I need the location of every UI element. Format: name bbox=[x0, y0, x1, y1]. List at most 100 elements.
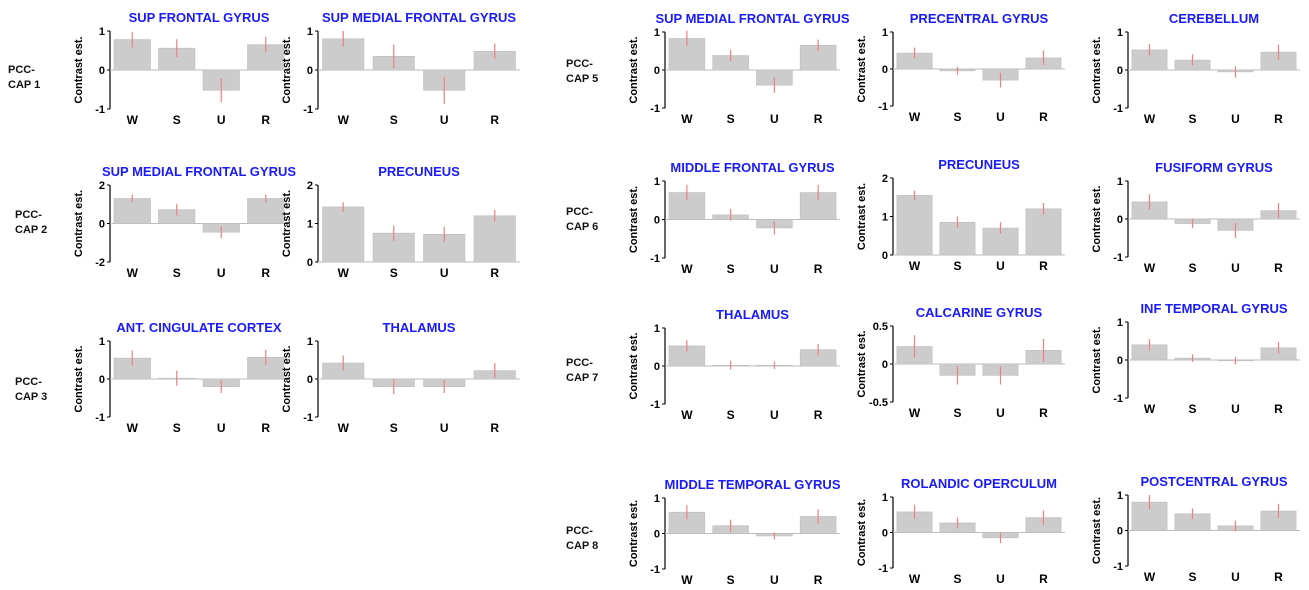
x-tick-label: U bbox=[996, 110, 1005, 124]
x-tick-label: S bbox=[727, 408, 735, 422]
y-tick-label: 0 bbox=[654, 215, 660, 227]
y-tick-label: 1 bbox=[654, 323, 660, 335]
x-tick-label: S bbox=[727, 262, 735, 276]
y-axis-label: Contrast est. bbox=[856, 330, 868, 397]
row-label-cap7: PCC- CAP 7 bbox=[566, 356, 598, 386]
y-tick-label: 0.5 bbox=[873, 321, 888, 333]
y-tick-label: 1 bbox=[307, 336, 313, 348]
chart-panel: ANT. CINGULATE CORTEX Contrast est. 1 0 -1 W S… bbox=[73, 320, 288, 435]
chart-title: SUP MEDIAL FRONTAL GYRUS bbox=[322, 10, 516, 25]
chart-title: ROLANDIC OPERCULUM bbox=[901, 476, 1057, 491]
chart-title: ANT. CINGULATE CORTEX bbox=[116, 320, 281, 335]
y-axis-label: Contrast est. bbox=[1091, 497, 1103, 564]
y-tick-label: 1 bbox=[1117, 490, 1123, 502]
chart-panel: SUP MEDIAL FRONTAL GYRUS Contrast est. 1 0 -… bbox=[628, 11, 850, 126]
chart-title: SUP MEDIAL FRONTAL GYRUS bbox=[655, 11, 849, 26]
x-tick-label: W bbox=[1144, 261, 1156, 275]
x-tick-label: W bbox=[681, 408, 693, 422]
x-tick-label: R bbox=[1039, 572, 1048, 586]
y-tick-label: 0 bbox=[1117, 526, 1123, 538]
x-tick-label: S bbox=[390, 266, 398, 280]
y-tick-label: 1 bbox=[307, 219, 313, 231]
chart-panel: SUP FRONTAL GYRUS Contrast est. 1 0 -1 W S U R bbox=[73, 10, 288, 127]
chart-panel: CEREBELLUM Contrast est. 1 0 -1 W S U R bbox=[1091, 11, 1300, 126]
row-label-cap1: PCC- CAP 1 bbox=[8, 63, 40, 93]
x-tick-label: S bbox=[390, 421, 398, 435]
y-axis-label: Contrast est. bbox=[628, 500, 640, 567]
x-tick-label: W bbox=[127, 266, 139, 280]
x-tick-label: S bbox=[953, 259, 961, 273]
row-label-line1: PCC- bbox=[566, 58, 593, 70]
row-label-line2: CAP 6 bbox=[566, 221, 599, 233]
y-axis-label: Contrast est. bbox=[856, 35, 868, 102]
y-tick-label: 0 bbox=[99, 219, 105, 231]
bar bbox=[322, 206, 365, 263]
x-tick-label: R bbox=[490, 421, 499, 435]
y-tick-label: 1 bbox=[654, 27, 660, 39]
x-tick-label: R bbox=[490, 266, 499, 280]
y-tick-label: -1 bbox=[650, 399, 660, 411]
y-tick-label: 0 bbox=[882, 64, 888, 76]
chart-title: MIDDLE FRONTAL GYRUS bbox=[670, 160, 835, 175]
x-tick-label: U bbox=[217, 113, 226, 127]
row-label-line1: PCC- bbox=[15, 209, 42, 221]
y-tick-label: -2 bbox=[95, 257, 105, 269]
x-tick-label: R bbox=[1039, 406, 1048, 420]
x-tick-label: S bbox=[1188, 261, 1196, 275]
y-tick-label: 1 bbox=[99, 336, 105, 348]
y-axis-label: Contrast est. bbox=[281, 36, 293, 103]
x-tick-label: U bbox=[770, 573, 779, 587]
x-tick-label: W bbox=[338, 266, 350, 280]
chart-panel: CALCARINE GYRUS Contrast est. 0.5 0 -0.5 W S U R bbox=[856, 305, 1065, 420]
x-tick-label: U bbox=[770, 112, 779, 126]
x-tick-label: R bbox=[1274, 402, 1283, 416]
y-tick-label: 1 bbox=[1117, 176, 1123, 188]
x-tick-label: W bbox=[127, 421, 139, 435]
y-tick-label: 0 bbox=[882, 359, 888, 371]
chart-panel: PRECENTRAL GYRUS Contrast est. 1 0 -1 W S U R bbox=[856, 11, 1065, 124]
y-tick-label: -1 bbox=[650, 103, 660, 115]
x-tick-label: W bbox=[681, 573, 693, 587]
x-tick-label: S bbox=[727, 112, 735, 126]
x-tick-label: U bbox=[440, 266, 449, 280]
chart-panel: INF TEMPORAL GYRUS Contrast est. 1 0 -1 W S U R bbox=[1091, 301, 1300, 416]
y-tick-label: -1 bbox=[303, 412, 313, 424]
bar bbox=[247, 198, 285, 224]
x-tick-label: U bbox=[996, 572, 1005, 586]
y-axis-label: Contrast est. bbox=[856, 183, 868, 250]
y-tick-label: 1 bbox=[1117, 317, 1123, 329]
y-tick-label: 1 bbox=[882, 27, 888, 39]
x-tick-label: U bbox=[770, 262, 779, 276]
y-tick-label: 0 bbox=[99, 374, 105, 386]
x-tick-label: W bbox=[1144, 402, 1156, 416]
x-tick-label: S bbox=[1188, 112, 1196, 126]
y-tick-label: 0 bbox=[882, 528, 888, 540]
y-tick-label: 2 bbox=[99, 180, 105, 192]
chart-title: THALAMUS bbox=[716, 307, 789, 322]
y-tick-label: 2 bbox=[307, 180, 313, 192]
y-tick-label: 0 bbox=[654, 361, 660, 373]
x-tick-label: W bbox=[681, 262, 693, 276]
y-axis-label: Contrast est. bbox=[1091, 185, 1103, 252]
x-tick-label: S bbox=[727, 573, 735, 587]
x-tick-label: U bbox=[770, 408, 779, 422]
y-tick-label: 0 bbox=[654, 529, 660, 541]
row-label-line2: CAP 2 bbox=[15, 224, 48, 236]
y-axis-label: Contrast est. bbox=[281, 345, 293, 412]
x-tick-label: U bbox=[217, 421, 226, 435]
y-tick-label: 1 bbox=[1117, 27, 1123, 39]
row-label-line1: PCC- bbox=[8, 64, 35, 76]
y-tick-label: -0.5 bbox=[869, 397, 888, 409]
x-tick-label: W bbox=[1144, 570, 1156, 584]
x-tick-label: U bbox=[440, 421, 449, 435]
chart-title: PRECUNEUS bbox=[938, 157, 1020, 172]
x-tick-label: R bbox=[814, 112, 823, 126]
x-tick-label: S bbox=[390, 113, 398, 127]
y-tick-label: 0 bbox=[307, 65, 313, 77]
chart-panel: PRECUNEUS Contrast est. 2 1 0 W S U R bbox=[856, 157, 1065, 273]
chart-panel: PRECUNEUS Contrast est. 2 1 0 W S U R bbox=[281, 164, 520, 280]
x-tick-label: R bbox=[1274, 570, 1283, 584]
row-label-cap3: PCC- CAP 3 bbox=[15, 375, 47, 405]
chart-title: INF TEMPORAL GYRUS bbox=[1140, 301, 1287, 316]
x-tick-label: U bbox=[996, 406, 1005, 420]
